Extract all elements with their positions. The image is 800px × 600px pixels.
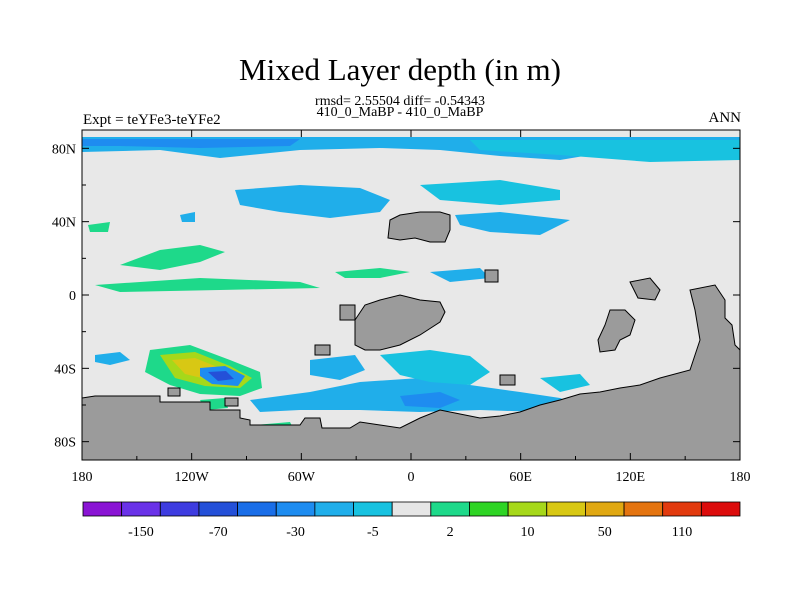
- colorbar-label: 10: [520, 525, 534, 540]
- colorbar-swatch: [469, 501, 509, 517]
- colorbar-swatch: [275, 501, 316, 517]
- land-patch-7: [167, 387, 181, 397]
- contour-so-dark: [400, 392, 460, 408]
- contour-so-indian: [540, 374, 590, 392]
- colorbar: -150 -70 -30 -5 2 10 50 110: [82, 501, 741, 540]
- chart-subtitle: rmsd= 2.55504 diff= -0.54343: [315, 94, 485, 109]
- land-patch-4: [629, 277, 661, 301]
- contour-green-band: [95, 278, 320, 292]
- contour-green-mid: [120, 245, 225, 270]
- contour-blue-eq: [430, 268, 490, 282]
- land-south-america: [354, 294, 446, 351]
- y-tick-label: 80N: [52, 142, 76, 157]
- contour-npac: [235, 185, 390, 218]
- land-layer: [82, 211, 740, 460]
- contour-layer: [82, 137, 740, 434]
- colorbar-label: -5: [367, 525, 379, 540]
- land-north-atlantic-island: [387, 211, 451, 243]
- y-tick-label: 80S: [54, 436, 76, 451]
- contour-so-cyan-2: [310, 355, 365, 380]
- colorbar-swatch: [237, 501, 277, 517]
- colorbar-swatch: [430, 501, 470, 517]
- x-tick-label: 60E: [509, 470, 532, 485]
- colorbar-label: -70: [209, 525, 228, 540]
- colorbar-swatch: [314, 501, 354, 517]
- y-tick-label: 40N: [52, 216, 76, 231]
- colorbar-swatch: [507, 501, 548, 517]
- contour-namerica: [455, 212, 570, 235]
- x-tick-label: 0: [408, 470, 415, 485]
- colorbar-label: 50: [598, 525, 612, 540]
- land-australia-arc: [597, 309, 636, 353]
- land-antarctica: [82, 284, 740, 460]
- contour-green-eq: [335, 268, 410, 278]
- x-tick-label: 180: [730, 470, 751, 485]
- y-tick-label: 40S: [54, 362, 76, 377]
- colorbar-swatch: [353, 501, 393, 517]
- x-tick-label: 180: [72, 470, 93, 485]
- colorbar-swatch: [82, 501, 123, 517]
- chart-title: Mixed Layer depth (in m): [239, 52, 561, 87]
- colorbar-label: 110: [672, 525, 692, 540]
- y-tick-label: 0: [69, 289, 76, 304]
- contour-arctic-band-2: [82, 139, 300, 148]
- colorbar-label: -150: [128, 525, 154, 540]
- colorbar-swatch: [159, 501, 200, 517]
- colorbar-swatch: [121, 501, 161, 517]
- contour-sp-darkblue: [208, 371, 234, 381]
- axis-ticks: 180 120W 60W 0 60E 120E 180 80N 40N 0 40S 80S: [52, 130, 751, 485]
- contour-natl: [420, 180, 560, 205]
- contour-sp-cyan-2: [95, 352, 130, 365]
- colorbar-swatch: [585, 501, 625, 517]
- colorbar-swatch: [700, 501, 741, 517]
- x-tick-label: 60W: [288, 470, 316, 485]
- land-patch-5: [499, 374, 516, 386]
- colorbar-swatch: [623, 501, 664, 517]
- land-patch-2: [314, 344, 331, 356]
- colorbar-label: -30: [286, 525, 305, 540]
- contour-cyan-small-1: [180, 212, 195, 222]
- land-patch-1: [339, 304, 356, 321]
- colorbar-swatch: [662, 501, 702, 517]
- colorbar-swatch: [546, 501, 586, 517]
- contour-green-small: [88, 222, 110, 232]
- contour-so-cyan: [380, 350, 490, 385]
- colorbar-swatch: [391, 501, 432, 517]
- season-label: ANN: [708, 110, 742, 126]
- x-tick-label: 120W: [175, 470, 210, 485]
- x-tick-label: 120E: [616, 470, 646, 485]
- contour-arctic-band-3: [470, 140, 740, 162]
- land-patch-6: [224, 397, 239, 407]
- case-label: 410_0_MaBP - 410_0_MaBP: [316, 105, 484, 120]
- colorbar-label: 2: [447, 525, 454, 540]
- experiment-label: Expt = teYFe3-teYFe2: [83, 112, 221, 128]
- colorbar-swatch: [198, 501, 238, 517]
- land-patch-3: [484, 269, 499, 283]
